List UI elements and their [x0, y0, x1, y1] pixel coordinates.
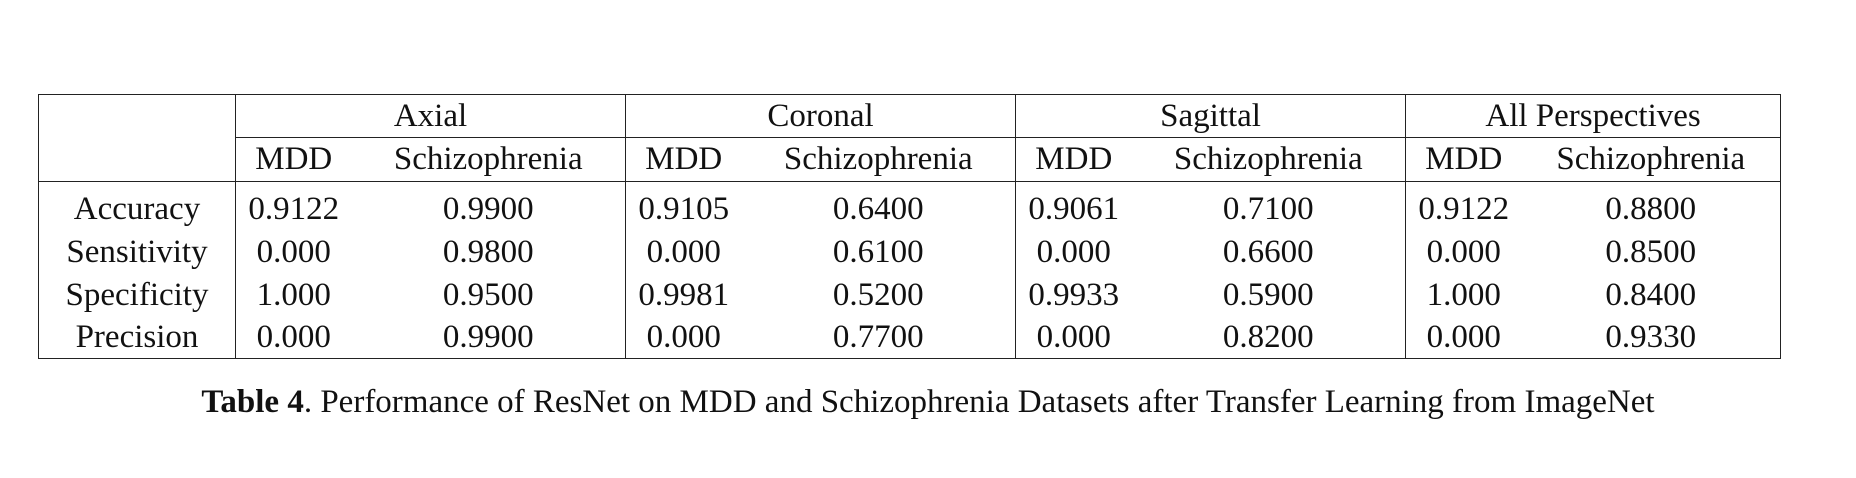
group-header-coronal: Coronal — [625, 94, 1016, 138]
table-cell: 0.9122 — [1405, 181, 1522, 231]
subheader-schizophrenia: Schizophrenia — [741, 137, 1016, 182]
results-table: Axial Coronal Sagittal All Perspectives … — [38, 94, 1782, 359]
corner-cell-lower — [38, 137, 236, 182]
row-label-precision: Precision — [38, 317, 236, 359]
table-cell: 0.8400 — [1521, 274, 1782, 317]
group-header-all-perspectives: All Perspectives — [1405, 94, 1782, 138]
table-cell: 0.000 — [625, 231, 742, 274]
table-row: Sensitivity 0.000 0.9800 0.000 0.6100 0.… — [38, 231, 1782, 274]
row-label-specificity: Specificity — [38, 274, 236, 317]
table-cell: 0.5900 — [1222, 277, 1314, 313]
subheader-schizophrenia: Schizophrenia — [1521, 137, 1782, 182]
table-cell: 0.8500 — [1521, 231, 1782, 274]
subheader-schizophrenia: Schizophrenia — [1131, 137, 1406, 182]
table-cell: 0.6400 — [832, 191, 924, 227]
table-cell: 0.9330 — [1521, 317, 1782, 359]
table-cell: 0.9933 — [1015, 274, 1132, 317]
row-label-sensitivity: Sensitivity — [38, 231, 236, 274]
subheader-row: MDD Schizophrenia MDD Schizophrenia MDD … — [38, 137, 1782, 182]
table-row: Accuracy 0.9122 0.9900 0.9105 0.6400 0.9… — [38, 181, 1782, 231]
table-cell: 0.9122 — [235, 181, 352, 231]
table-cell: 0.9900 — [442, 191, 534, 227]
table-cell: 0.9800 — [442, 234, 534, 270]
table-cell: 1.000 — [235, 274, 352, 317]
corner-cell — [38, 94, 236, 138]
subheader-mdd: MDD — [235, 137, 352, 182]
subheader-mdd: MDD — [1405, 137, 1522, 182]
group-header-axial: Axial — [234, 94, 626, 138]
caption-text: . Performance of ResNet on MDD and Schiz… — [303, 384, 1655, 420]
table-cell: 0.000 — [625, 317, 742, 359]
subheader-schizophrenia: Schizophrenia — [351, 137, 626, 182]
table-cell: 0.9500 — [442, 277, 534, 313]
caption-label: Table 4 — [201, 384, 304, 420]
table-cell: 0.000 — [1405, 231, 1522, 274]
table-caption: Table 4. Performance of ResNet on MDD an… — [0, 386, 1856, 419]
table-cell: 0.7700 — [741, 317, 1016, 359]
table-cell: 0.5200 — [832, 277, 924, 313]
subheader-mdd: MDD — [625, 137, 742, 182]
table-cell: 0.000 — [1015, 231, 1132, 274]
table-cell: 0.000 — [235, 231, 352, 274]
table-row: Precision 0.000 0.9900 0.000 0.7700 0.00… — [38, 317, 1782, 359]
table-row: Specificity 1.000 0.9500 0.9981 0.5200 0… — [38, 274, 1782, 317]
group-header-row: Axial Coronal Sagittal All Perspectives — [38, 94, 1782, 138]
table-cell: 0.9981 — [625, 274, 742, 317]
group-header-sagittal: Sagittal — [1015, 94, 1406, 138]
table-cell: 1.000 — [1405, 274, 1522, 317]
table-cell: 0.6600 — [1222, 234, 1314, 270]
table-cell: 0.6100 — [832, 234, 924, 270]
table-cell: 0.000 — [235, 317, 352, 359]
table-cell: 0.9900 — [351, 317, 626, 359]
table-cell: 0.8800 — [1521, 181, 1782, 231]
table-cell: 0.9061 — [1015, 181, 1132, 231]
table-cell: 0.9105 — [625, 181, 742, 231]
table-cell: 0.8200 — [1131, 317, 1406, 359]
table-cell: 0.7100 — [1222, 191, 1314, 227]
row-label-accuracy: Accuracy — [38, 181, 236, 231]
subheader-mdd: MDD — [1015, 137, 1132, 182]
table-cell: 0.000 — [1405, 317, 1522, 359]
table-cell: 0.000 — [1015, 317, 1132, 359]
